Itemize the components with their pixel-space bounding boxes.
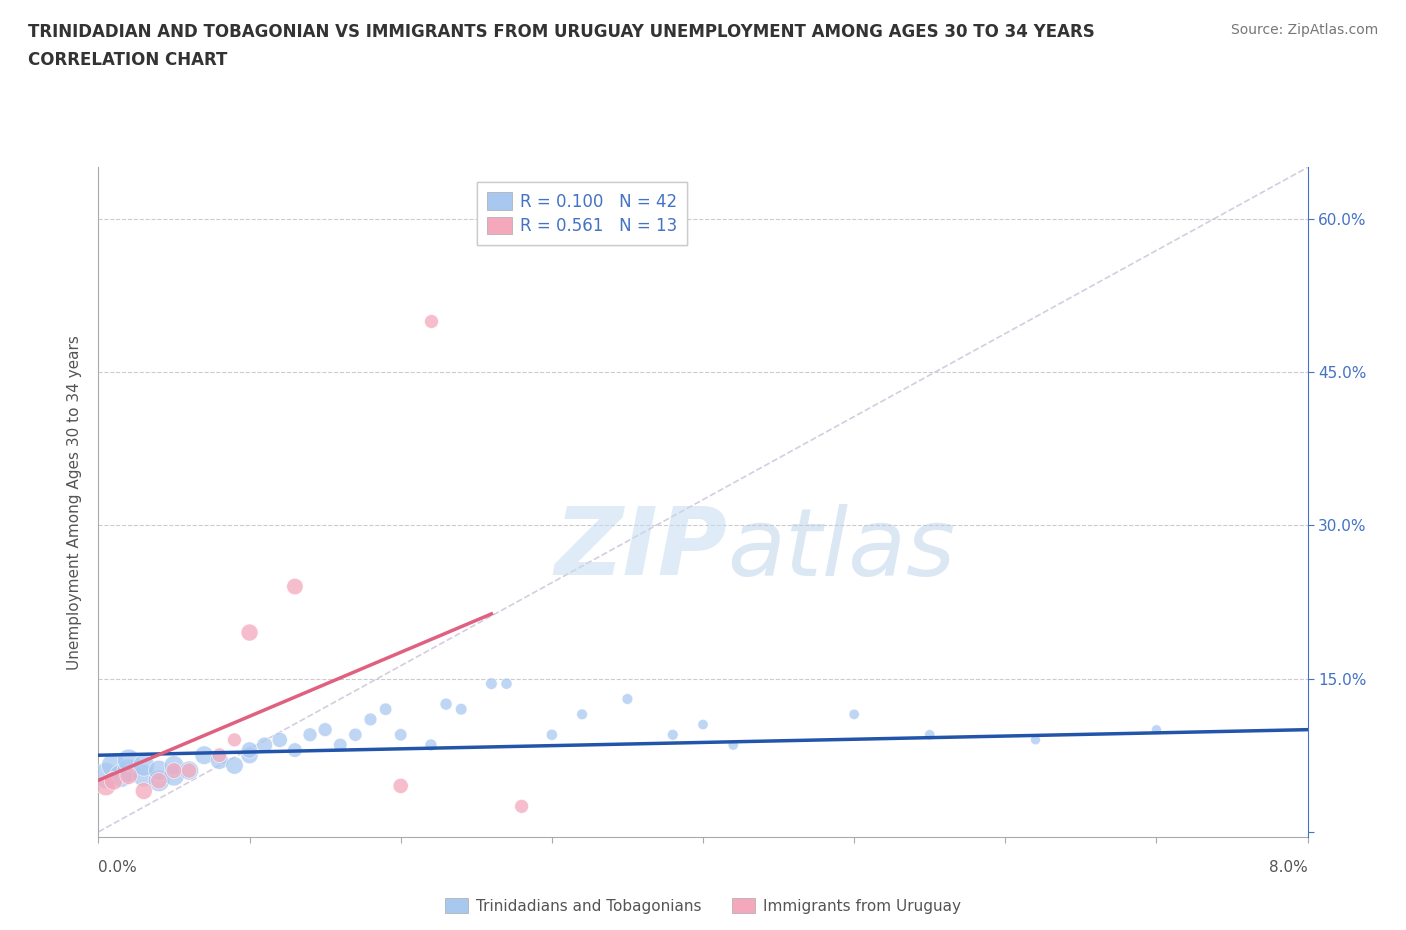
Text: CORRELATION CHART: CORRELATION CHART — [28, 51, 228, 69]
Point — [329, 737, 352, 752]
Point — [118, 768, 141, 783]
Point — [193, 748, 215, 763]
Point — [360, 712, 382, 727]
Point — [148, 764, 170, 778]
Legend: R = 0.100   N = 42, R = 0.561   N = 13: R = 0.100 N = 42, R = 0.561 N = 13 — [477, 182, 688, 246]
Point — [132, 768, 155, 783]
Point — [344, 727, 367, 742]
Point — [616, 692, 638, 707]
Point — [284, 743, 307, 758]
Point — [389, 727, 412, 742]
Point — [571, 707, 593, 722]
Point — [844, 707, 866, 722]
Point — [163, 764, 186, 778]
Text: 0.0%: 0.0% — [98, 860, 138, 875]
Point — [148, 774, 170, 789]
Y-axis label: Unemployment Among Ages 30 to 34 years: Unemployment Among Ages 30 to 34 years — [67, 335, 83, 670]
Point — [1146, 723, 1168, 737]
Point — [481, 676, 503, 691]
Point — [110, 768, 132, 783]
Text: 8.0%: 8.0% — [1268, 860, 1308, 875]
Point — [239, 748, 262, 763]
Point — [118, 764, 141, 778]
Text: ZIP: ZIP — [554, 503, 727, 595]
Point — [163, 768, 186, 783]
Point — [918, 727, 941, 742]
Point — [179, 764, 201, 778]
Point — [420, 737, 443, 752]
Point — [224, 758, 246, 773]
Point — [94, 778, 117, 793]
Point — [253, 737, 276, 752]
Point — [179, 764, 201, 778]
Text: Source: ZipAtlas.com: Source: ZipAtlas.com — [1230, 23, 1378, 37]
Point — [239, 625, 262, 640]
Point — [299, 727, 322, 742]
Point — [450, 702, 472, 717]
Point — [208, 748, 231, 763]
Point — [374, 702, 396, 717]
Point — [208, 753, 231, 768]
Point — [239, 743, 262, 758]
Point — [118, 753, 141, 768]
Point — [420, 313, 443, 328]
Point — [314, 723, 336, 737]
Point — [269, 733, 291, 748]
Point — [495, 676, 517, 691]
Point — [1025, 733, 1047, 748]
Point — [692, 717, 714, 732]
Point — [723, 737, 745, 752]
Point — [434, 697, 457, 711]
Text: atlas: atlas — [727, 503, 956, 594]
Text: TRINIDADIAN AND TOBAGONIAN VS IMMIGRANTS FROM URUGUAY UNEMPLOYMENT AMONG AGES 30: TRINIDADIAN AND TOBAGONIAN VS IMMIGRANTS… — [28, 23, 1095, 41]
Point — [284, 579, 307, 594]
Point — [103, 758, 125, 773]
Point — [662, 727, 685, 742]
Point — [224, 733, 246, 748]
Point — [163, 758, 186, 773]
Point — [132, 758, 155, 773]
Point — [541, 727, 564, 742]
Point — [389, 778, 412, 793]
Point — [103, 774, 125, 789]
Point — [94, 768, 117, 783]
Point — [148, 774, 170, 789]
Point — [132, 784, 155, 799]
Point — [510, 799, 533, 814]
